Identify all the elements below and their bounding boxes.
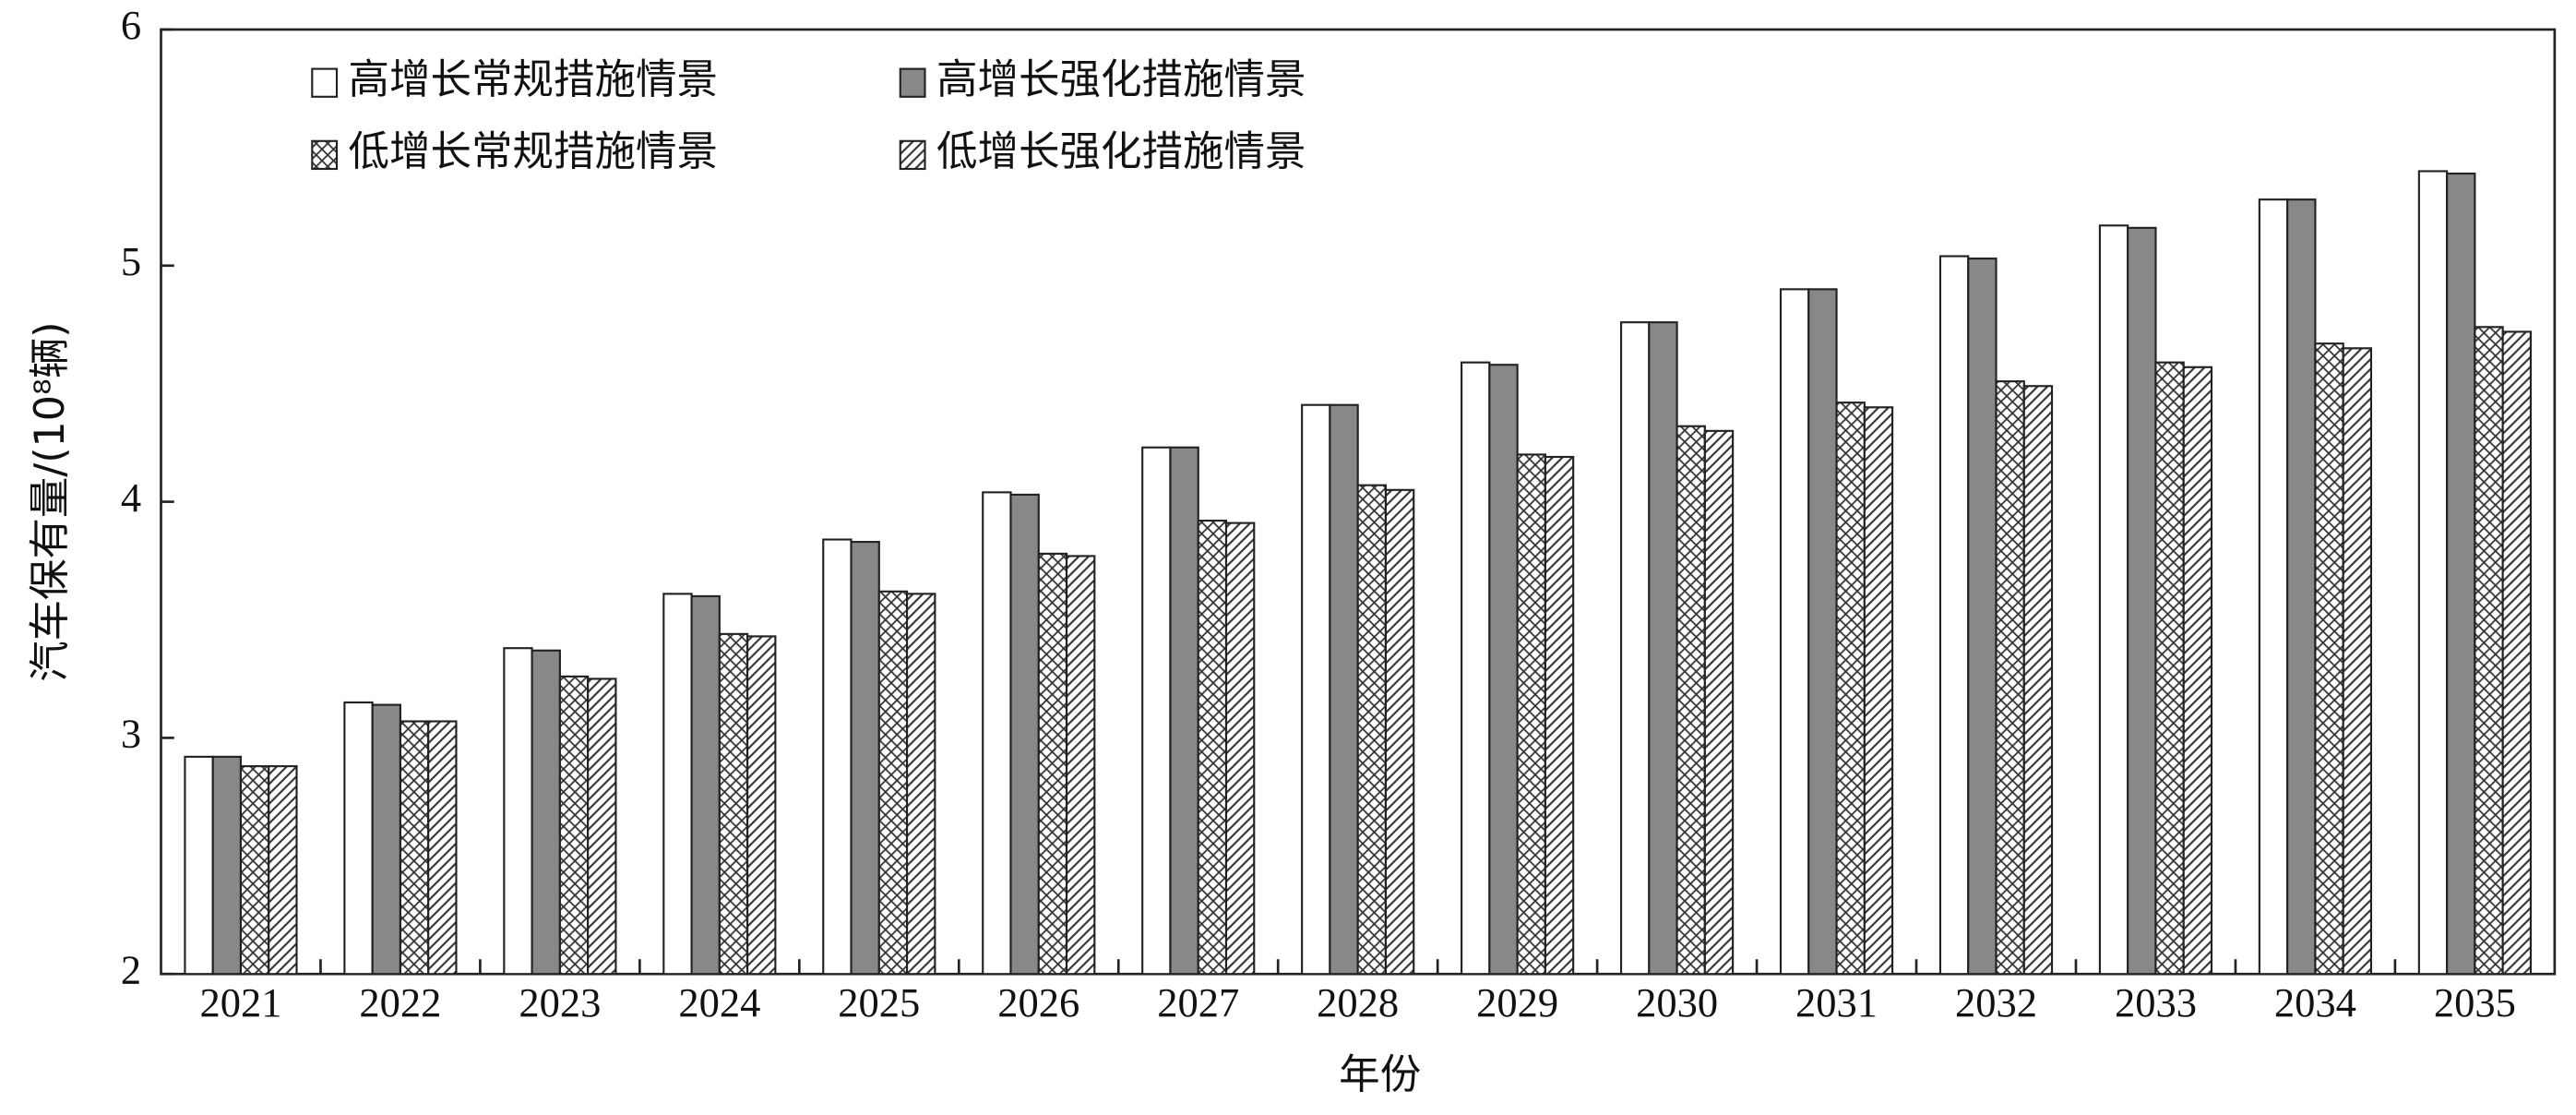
x-axis-label: 年份 xyxy=(1339,1051,1421,1098)
bar xyxy=(1197,519,1228,976)
bar xyxy=(718,632,749,976)
bar xyxy=(2501,330,2532,976)
x-tick-label: 2026 xyxy=(997,979,1079,1025)
x-tick-label: 2028 xyxy=(1317,979,1399,1025)
y-tick-label: 5 xyxy=(121,238,141,284)
bar xyxy=(531,649,561,976)
bar xyxy=(2098,224,2129,976)
y-tick-label: 2 xyxy=(121,946,141,992)
bar xyxy=(1835,402,1866,976)
x-tick-label: 2021 xyxy=(199,979,281,1025)
bar xyxy=(850,541,880,976)
bar xyxy=(2417,170,2449,976)
bar xyxy=(1488,364,1519,976)
bar xyxy=(371,703,402,976)
bar xyxy=(2022,385,2054,976)
x-tick-label: 2035 xyxy=(2434,979,2516,1025)
x-tick-label: 2023 xyxy=(519,979,601,1025)
bar xyxy=(239,765,270,976)
bar xyxy=(1301,403,1331,976)
bar xyxy=(2342,347,2373,976)
x-tick-label: 2022 xyxy=(359,979,441,1025)
bar xyxy=(2127,226,2157,976)
bar xyxy=(1544,455,1575,976)
bar xyxy=(211,755,243,976)
bar xyxy=(1037,552,1068,976)
bar xyxy=(1461,361,1491,976)
bar xyxy=(1169,446,1199,976)
bar xyxy=(662,593,693,976)
x-tick-label: 2027 xyxy=(1157,979,1239,1025)
x-tick-label: 2032 xyxy=(1955,979,2037,1025)
legend-label: 低增长常规措施情景 xyxy=(348,128,718,175)
bar xyxy=(690,594,721,976)
bar xyxy=(1619,321,1651,976)
y-tick-label: 4 xyxy=(121,474,141,521)
bar xyxy=(503,647,533,976)
bar xyxy=(558,675,590,976)
bar xyxy=(877,590,909,976)
x-tick-label: 2033 xyxy=(2115,979,2197,1025)
bar xyxy=(2446,172,2476,976)
bar xyxy=(343,701,374,976)
bar xyxy=(982,491,1012,976)
bar xyxy=(1224,522,1256,976)
bar xyxy=(1329,403,1359,976)
bar xyxy=(1384,488,1415,976)
bar xyxy=(2286,198,2317,976)
bar xyxy=(1065,555,1096,976)
bar xyxy=(2258,198,2289,976)
bar xyxy=(1807,288,1838,976)
legend-swatch xyxy=(899,139,926,171)
bar xyxy=(399,720,430,976)
x-tick-label: 2034 xyxy=(2274,979,2356,1025)
bar xyxy=(1141,446,1172,976)
bar xyxy=(587,677,617,976)
legend-label: 高增长常规措施情景 xyxy=(348,56,718,103)
bar xyxy=(1995,380,2025,976)
bar xyxy=(2182,366,2213,976)
bar xyxy=(184,755,214,976)
legend-swatch xyxy=(311,139,339,171)
bar xyxy=(1967,258,1998,976)
bar xyxy=(1863,406,1894,976)
bar xyxy=(1356,484,1388,976)
legend-label: 高增长强化措施情景 xyxy=(936,56,1306,103)
x-tick-label: 2025 xyxy=(838,979,920,1025)
legend-swatch xyxy=(311,67,339,98)
bar xyxy=(1938,255,1970,976)
x-tick-label: 2029 xyxy=(1476,979,1558,1025)
bar xyxy=(906,593,936,976)
bar xyxy=(1676,425,1706,976)
bar xyxy=(2314,342,2344,976)
x-tick-label: 2031 xyxy=(1795,979,1878,1025)
y-axis-label: 汽车保有量/(10⁸辆) xyxy=(27,321,74,681)
bar xyxy=(822,538,853,976)
y-tick-label: 6 xyxy=(121,2,141,48)
bar xyxy=(1516,453,1546,976)
x-tick-label: 2024 xyxy=(678,979,760,1025)
bar xyxy=(1009,493,1040,976)
bar xyxy=(746,635,777,976)
bar xyxy=(1648,321,1678,976)
bar xyxy=(2154,361,2185,976)
bar xyxy=(2474,326,2504,976)
bar xyxy=(1703,429,1735,976)
y-tick-label: 3 xyxy=(121,711,141,757)
legend-label: 低增长强化措施情景 xyxy=(936,128,1306,175)
legend-swatch xyxy=(899,67,926,98)
x-tick-label: 2030 xyxy=(1636,979,1718,1025)
bar xyxy=(427,720,458,976)
bar xyxy=(268,765,298,976)
bar xyxy=(1779,288,1810,976)
